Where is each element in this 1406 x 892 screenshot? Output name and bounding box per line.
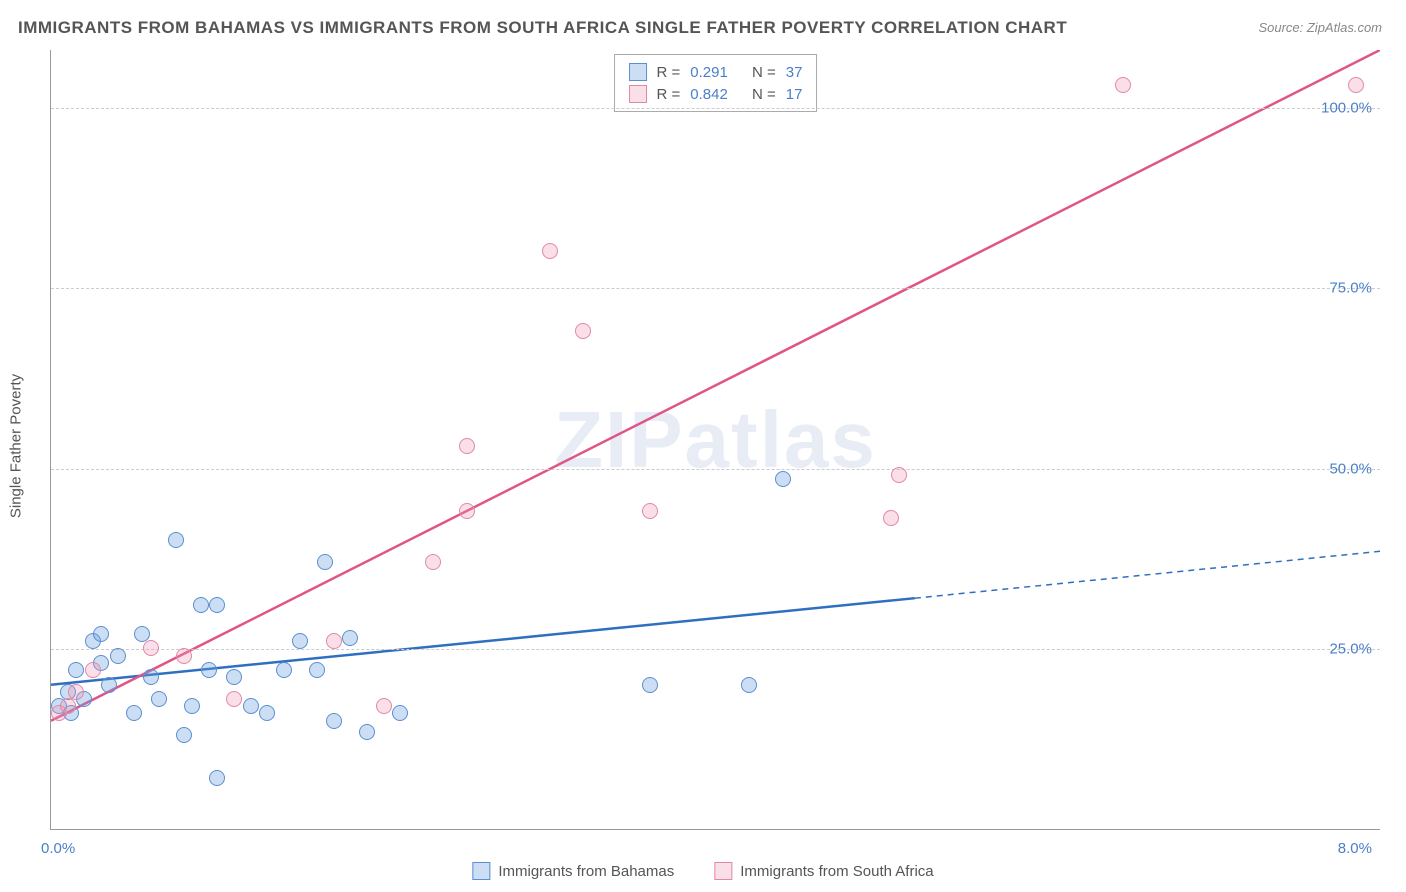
scatter-point <box>542 243 558 259</box>
y-tick-label: 25.0% <box>1329 641 1372 658</box>
scatter-point <box>459 503 475 519</box>
scatter-point <box>93 626 109 642</box>
scatter-point <box>276 662 292 678</box>
scatter-point <box>226 669 242 685</box>
scatter-point <box>201 662 217 678</box>
plot-area: ZIPatlas R = 0.291 N = 37 R = 0.842 N = … <box>50 50 1380 830</box>
n-label: N = <box>752 64 776 81</box>
r-label: R = <box>657 64 681 81</box>
scatter-point <box>1348 77 1364 93</box>
scatter-point <box>292 633 308 649</box>
scatter-point <box>60 698 76 714</box>
correlation-stats-box: R = 0.291 N = 37 R = 0.842 N = 17 <box>614 54 818 112</box>
scatter-point <box>110 648 126 664</box>
stats-row-southafrica: R = 0.842 N = 17 <box>629 83 803 105</box>
watermark: ZIPatlas <box>554 394 877 486</box>
scatter-point <box>309 662 325 678</box>
y-tick-label: 75.0% <box>1329 280 1372 297</box>
y-tick-label: 50.0% <box>1329 460 1372 477</box>
swatch-pink-icon <box>629 85 647 103</box>
scatter-point <box>642 503 658 519</box>
scatter-point <box>326 713 342 729</box>
scatter-point <box>209 770 225 786</box>
scatter-point <box>68 662 84 678</box>
scatter-point <box>392 705 408 721</box>
scatter-point <box>134 626 150 642</box>
scatter-point <box>176 727 192 743</box>
scatter-point <box>775 471 791 487</box>
scatter-point <box>1115 77 1131 93</box>
scatter-point <box>376 698 392 714</box>
scatter-point <box>176 648 192 664</box>
x-tick-label: 8.0% <box>1338 840 1372 857</box>
scatter-point <box>326 633 342 649</box>
scatter-point <box>85 662 101 678</box>
r-value-bahamas: 0.291 <box>690 64 728 81</box>
scatter-point <box>168 532 184 548</box>
watermark-zip: ZIP <box>554 395 684 484</box>
r-value-southafrica: 0.842 <box>690 86 728 103</box>
n-value-southafrica: 17 <box>786 86 803 103</box>
swatch-pink-icon <box>714 862 732 880</box>
legend-label-bahamas: Immigrants from Bahamas <box>498 863 674 880</box>
scatter-point <box>126 705 142 721</box>
chart-title: IMMIGRANTS FROM BAHAMAS VS IMMIGRANTS FR… <box>18 18 1067 38</box>
legend-item-southafrica: Immigrants from South Africa <box>714 862 933 880</box>
scatter-point <box>891 467 907 483</box>
stats-row-bahamas: R = 0.291 N = 37 <box>629 61 803 83</box>
scatter-point <box>151 691 167 707</box>
scatter-point <box>359 724 375 740</box>
swatch-blue-icon <box>472 862 490 880</box>
scatter-point <box>143 669 159 685</box>
scatter-point <box>459 438 475 454</box>
scatter-point <box>317 554 333 570</box>
n-label: N = <box>752 86 776 103</box>
scatter-point <box>68 684 84 700</box>
scatter-point <box>101 677 117 693</box>
bottom-legend: Immigrants from Bahamas Immigrants from … <box>472 862 933 880</box>
y-tick-label: 100.0% <box>1321 99 1372 116</box>
grid-line <box>51 108 1380 109</box>
scatter-point <box>425 554 441 570</box>
legend-item-bahamas: Immigrants from Bahamas <box>472 862 674 880</box>
scatter-point <box>209 597 225 613</box>
n-value-bahamas: 37 <box>786 64 803 81</box>
scatter-point <box>259 705 275 721</box>
r-label: R = <box>657 86 681 103</box>
scatter-point <box>741 677 757 693</box>
scatter-point <box>642 677 658 693</box>
scatter-point <box>193 597 209 613</box>
scatter-point <box>243 698 259 714</box>
scatter-point <box>143 640 159 656</box>
grid-line <box>51 649 1380 650</box>
scatter-point <box>226 691 242 707</box>
grid-line <box>51 288 1380 289</box>
swatch-blue-icon <box>629 63 647 81</box>
scatter-point <box>883 510 899 526</box>
scatter-point <box>184 698 200 714</box>
x-tick-label: 0.0% <box>41 840 75 857</box>
scatter-point <box>342 630 358 646</box>
scatter-point <box>575 323 591 339</box>
source-label: Source: ZipAtlas.com <box>1258 20 1382 35</box>
legend-label-southafrica: Immigrants from South Africa <box>740 863 933 880</box>
y-axis-title: Single Father Poverty <box>8 374 25 518</box>
grid-line <box>51 469 1380 470</box>
